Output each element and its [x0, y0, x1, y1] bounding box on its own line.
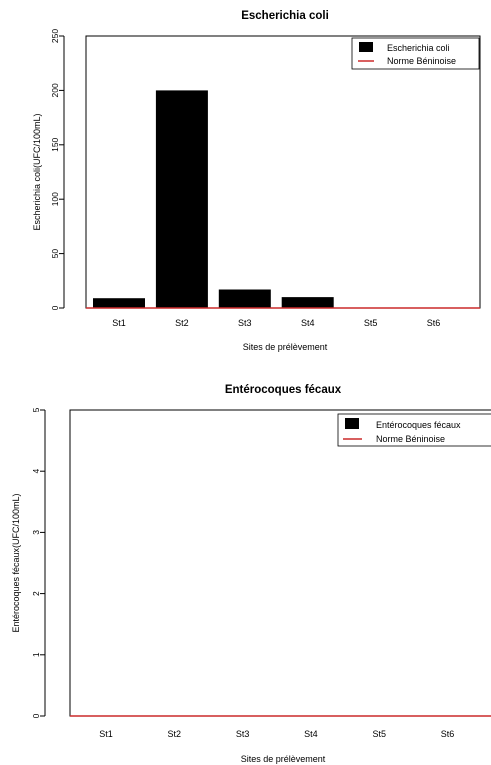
chart2-legend-label-norm: Norme Béninoise	[376, 434, 445, 444]
x-tick-label-st4: St4	[304, 729, 318, 739]
chart1-legend-label-norm: Norme Béninoise	[387, 56, 456, 66]
x-tick-label-st5: St5	[364, 318, 378, 328]
y-tick-label: 200	[50, 83, 60, 97]
chart2-title: Entérocoques fécaux	[225, 384, 342, 396]
y-tick-label: 150	[50, 137, 60, 151]
x-tick-label-st1: St1	[112, 318, 126, 328]
chart1-legend: Escherichia coli Norme Béninoise	[351, 37, 480, 70]
chart2-y-axis: 0 1 2 3 4 5	[31, 407, 46, 718]
chart2-x-ticks: St1 St2 St3 St4 St5 St6	[99, 729, 454, 739]
bar-st4	[281, 297, 334, 308]
y-tick-label: 0	[31, 713, 41, 718]
chart2-x-axis-label: Sites de prélèvement	[241, 754, 326, 764]
chart-enterocoques-fecaux: Entérocoques fécaux 0 1 2 3 4 5 Entérocoques …	[11, 384, 491, 764]
x-tick-label-st6: St6	[427, 318, 441, 328]
chart2-plot-frame	[69, 409, 491, 717]
x-tick-label-st4: St4	[301, 318, 315, 328]
y-tick-label: 2	[31, 591, 41, 596]
x-tick-label-st1: St1	[99, 729, 113, 739]
y-tick-label: 100	[50, 192, 60, 206]
y-tick-label: 250	[50, 29, 60, 43]
bar-st2	[155, 90, 208, 309]
x-tick-label-st3: St3	[238, 318, 252, 328]
chart2-legend-box	[337, 413, 491, 447]
chart-escherichia-coli: Escherichia coli 0 50 100 150 200 250 Escheri…	[32, 10, 481, 352]
y-tick-label: 5	[31, 407, 41, 412]
x-tick-label-st2: St2	[168, 729, 182, 739]
bar-st1	[93, 298, 145, 308]
y-tick-label: 1	[31, 652, 41, 657]
x-tick-label-st3: St3	[236, 729, 250, 739]
chart1-legend-swatch-bar	[359, 42, 373, 52]
bar-st3	[218, 289, 271, 308]
chart2-legend-swatch-bar	[345, 418, 359, 429]
y-tick-label: 0	[50, 305, 60, 310]
chart1-y-axis-label: Escherichia coli(UFC/100mL)	[32, 113, 42, 230]
chart2-legend-label-series: Entérocoques fécaux	[376, 420, 461, 430]
chart1-bars	[93, 90, 334, 309]
y-tick-label: 50	[50, 249, 60, 259]
y-tick-label: 4	[31, 469, 41, 474]
x-tick-label-st6: St6	[441, 729, 455, 739]
chart1-legend-label-series: Escherichia coli	[387, 43, 450, 53]
chart1-title: Escherichia coli	[241, 10, 329, 22]
x-tick-label-st2: St2	[175, 318, 189, 328]
chart1-x-axis-label: Sites de prélèvement	[243, 342, 328, 352]
chart1-y-axis: 0 50 100 150 200 250	[50, 29, 65, 310]
chart1-plot-frame	[85, 35, 481, 309]
x-tick-label-st5: St5	[372, 729, 386, 739]
chart1-legend-box	[351, 37, 480, 70]
chart2-y-axis-label: Entérocoques fécaux(UFC/100mL)	[11, 493, 21, 632]
chart2-legend: Entérocoques fécaux Norme Béninoise	[337, 413, 491, 447]
chart1-x-ticks: St1 St2 St3 St4 St5 St6	[112, 318, 440, 328]
y-tick-label: 3	[31, 530, 41, 535]
